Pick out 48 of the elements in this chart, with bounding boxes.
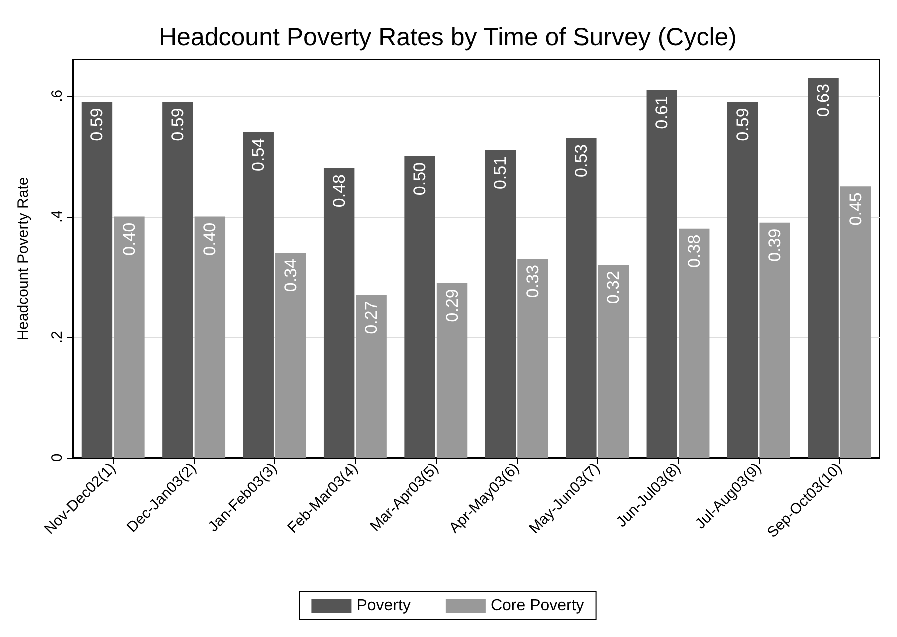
data-label: 0.51 [491, 156, 510, 190]
data-label: 0.40 [120, 222, 139, 256]
data-label: 0.38 [684, 234, 704, 268]
bar [646, 90, 678, 458]
y-axis-title: Headcount Poverty Rate [15, 177, 32, 341]
legend-label: Core Poverty [490, 598, 584, 614]
data-label: 0.50 [410, 162, 430, 196]
bar [404, 156, 436, 458]
data-label: 0.59 [733, 108, 752, 142]
y-tick-label: .6 [49, 90, 66, 102]
data-label: 0.54 [249, 138, 268, 172]
bar [194, 216, 226, 458]
bar [760, 222, 790, 458]
bar [679, 228, 710, 458]
chart-title: Headcount Poverty Rates by Time of Survey (Cycle) [158, 24, 738, 52]
bar [840, 186, 872, 458]
data-label: 0.34 [281, 258, 300, 292]
bar [82, 102, 113, 458]
bar [162, 102, 194, 458]
data-label: 0.59 [88, 108, 107, 142]
bar [243, 132, 274, 458]
bar [808, 78, 839, 458]
data-label: 0.63 [814, 84, 834, 118]
y-tick-label: 0 [49, 454, 66, 462]
bar [485, 150, 516, 458]
data-label: 0.48 [330, 174, 349, 208]
data-label: 0.53 [572, 144, 591, 178]
bar [727, 102, 758, 458]
bar [356, 295, 387, 458]
bar [566, 138, 597, 458]
data-label: 0.29 [442, 289, 462, 322]
data-label: 0.61 [652, 96, 672, 130]
data-label: 0.45 [846, 192, 866, 226]
data-label: 0.40 [200, 222, 220, 256]
y-tick-label: .4 [49, 210, 66, 224]
bar [114, 216, 145, 458]
data-label: 0.27 [362, 301, 382, 334]
y-tick-label: .2 [49, 331, 66, 344]
bar [598, 265, 630, 458]
data-label: 0.32 [604, 271, 624, 304]
bar [324, 168, 355, 458]
data-label: 0.39 [766, 228, 785, 262]
bar [518, 259, 548, 458]
legend-label: Poverty [356, 598, 411, 614]
data-label: 0.59 [168, 108, 188, 142]
bar [276, 252, 306, 458]
bar [436, 283, 468, 458]
data-label: 0.33 [523, 265, 542, 298]
